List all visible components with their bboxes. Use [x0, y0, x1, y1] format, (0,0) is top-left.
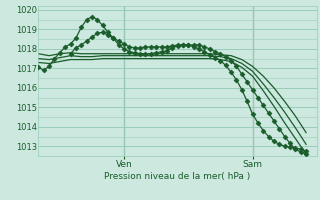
X-axis label: Pression niveau de la mer( hPa ): Pression niveau de la mer( hPa ): [104, 172, 251, 181]
